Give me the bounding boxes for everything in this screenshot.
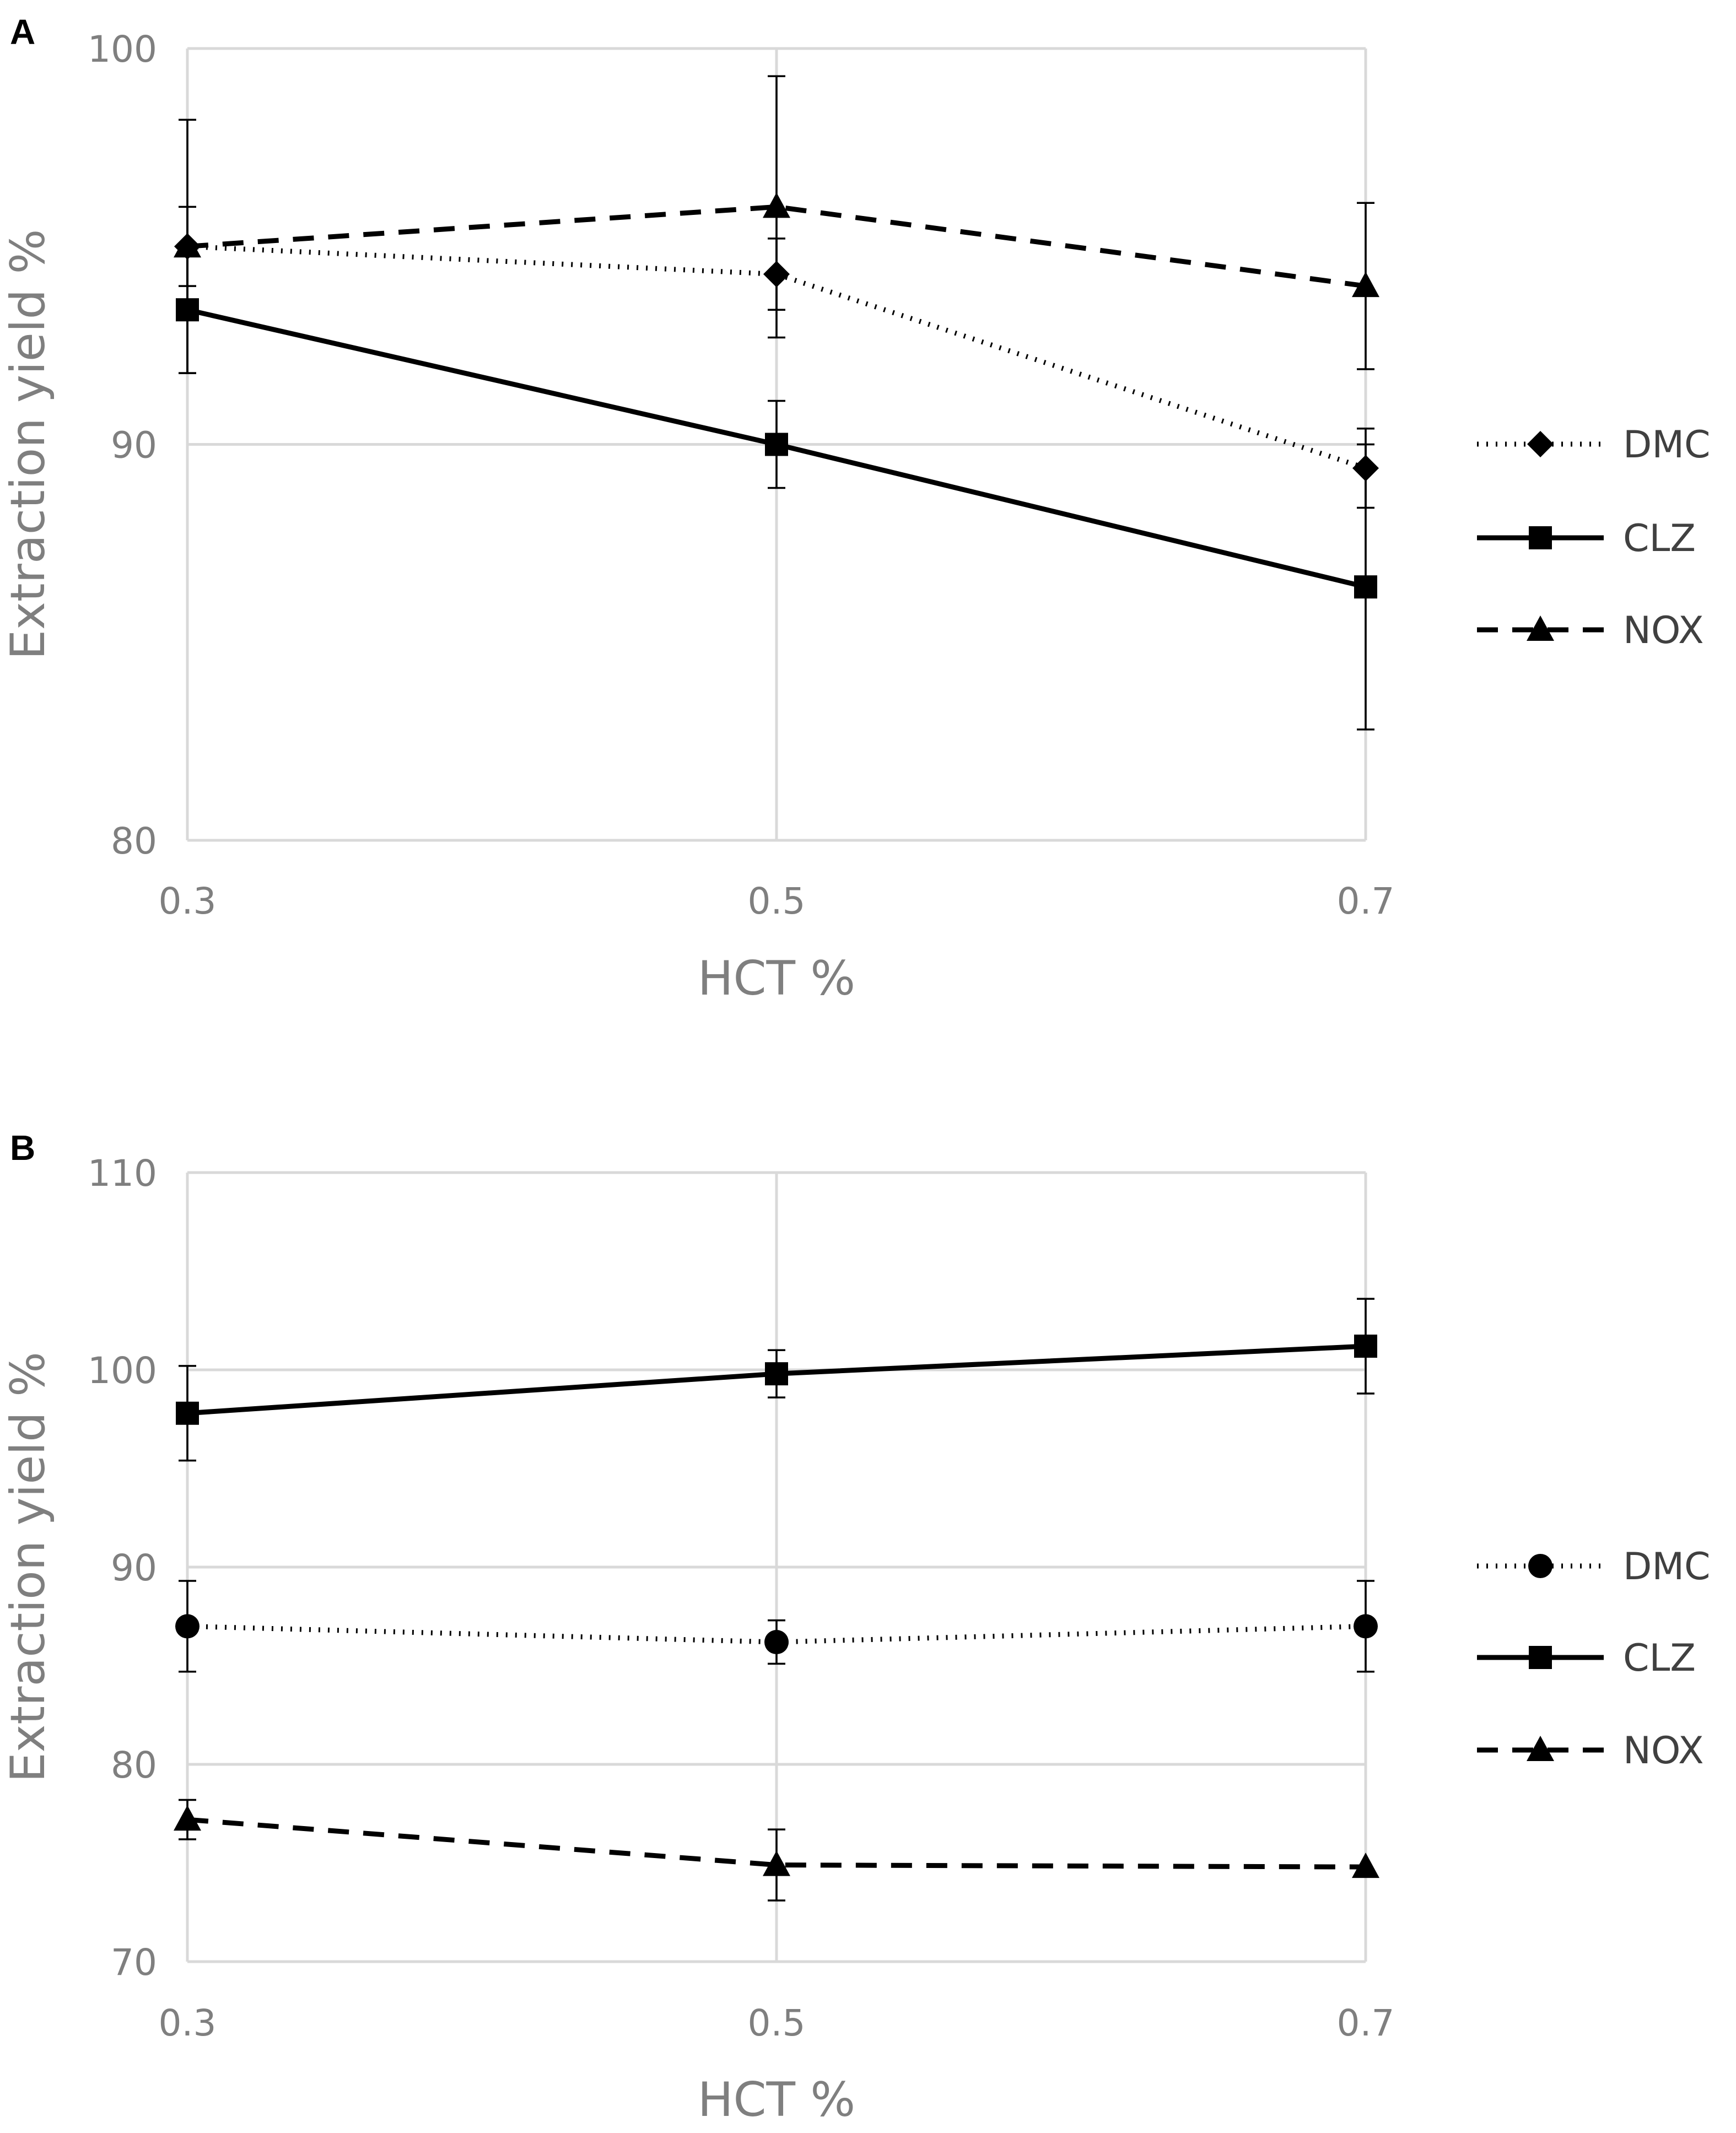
series-line-nox <box>187 1817 1366 1870</box>
y-axis-title: Extraction yield % <box>1 229 56 660</box>
data-point-clz <box>1354 1335 1377 1358</box>
data-point-clz <box>765 1362 788 1386</box>
data-point-nox <box>174 1805 201 1831</box>
chart-panel-b: B 70 80 90 100 110 0.3 0.5 0.7 HCT % Extraction yi… <box>1 1128 1711 2127</box>
data-point-clz <box>176 1401 199 1425</box>
legend-label: CLZ <box>1623 517 1696 560</box>
legend-marker <box>1527 1736 1554 1761</box>
legend-marker <box>1527 431 1554 457</box>
chart-panel-a: A 80 90 100 0.3 0.5 0.7 HCT % Extraction yield %… <box>1 12 1711 1006</box>
x-tick-label: 0.7 <box>1337 880 1395 922</box>
data-point-nox <box>1352 1853 1379 1878</box>
legend-marker <box>1529 1646 1552 1669</box>
x-tick-label: 0.3 <box>159 2002 217 2044</box>
x-tick-label: 0.7 <box>1337 2002 1395 2044</box>
legend-marker <box>1528 1554 1552 1578</box>
series-dmc <box>175 1580 1378 1673</box>
data-point-nox <box>1352 272 1379 298</box>
data-point-dmc <box>175 1614 200 1639</box>
data-point-clz <box>765 433 788 456</box>
legend-label: DMC <box>1623 1545 1711 1589</box>
legend-label: CLZ <box>1623 1637 1696 1680</box>
legend-item-clz: CLZ <box>1477 1637 1696 1680</box>
y-tick-label: 90 <box>111 1547 157 1589</box>
series-line-nox <box>187 204 1366 289</box>
panel-label: B <box>10 1128 35 1168</box>
data-point-nox <box>174 232 201 258</box>
legend-item-clz: CLZ <box>1477 517 1696 560</box>
data-point-clz <box>1354 575 1377 599</box>
x-axis-title: HCT % <box>698 951 855 1006</box>
y-tick-label: 70 <box>111 1941 157 1984</box>
y-tick-label: 90 <box>111 424 157 467</box>
legend-marker <box>1529 526 1552 549</box>
legend-item-dmc: DMC <box>1477 423 1711 467</box>
y-tick-label: 80 <box>111 1744 157 1786</box>
y-axis-title: Extraction yield % <box>1 1352 56 1783</box>
panel-label: A <box>10 12 35 52</box>
x-tick-label: 0.5 <box>748 2002 806 2044</box>
x-tick-label: 0.3 <box>159 880 217 922</box>
data-point-nox <box>763 192 790 218</box>
legend-item-nox: NOX <box>1477 1729 1704 1773</box>
x-tick-label: 0.5 <box>748 880 806 922</box>
y-tick-label: 100 <box>88 1349 157 1392</box>
y-tick-label: 110 <box>88 1152 157 1195</box>
series-line-dmc <box>187 244 1367 471</box>
x-axis-title: HCT % <box>698 2072 855 2127</box>
series-nox <box>174 75 1379 374</box>
legend-marker <box>1527 615 1554 641</box>
series-clz <box>176 1298 1377 1462</box>
legend-label: NOX <box>1623 609 1704 652</box>
y-tick-label: 100 <box>88 28 157 71</box>
legend-item-nox: NOX <box>1477 609 1704 652</box>
legend-label: DMC <box>1623 423 1711 467</box>
y-tick-label: 80 <box>111 820 157 862</box>
data-point-dmc <box>764 1630 789 1655</box>
data-point-nox <box>763 1850 790 1876</box>
legend-item-dmc: DMC <box>1477 1545 1711 1589</box>
series-nox <box>174 1799 1379 1902</box>
data-point-dmc <box>1354 1614 1378 1639</box>
legend-label: NOX <box>1623 1729 1704 1773</box>
